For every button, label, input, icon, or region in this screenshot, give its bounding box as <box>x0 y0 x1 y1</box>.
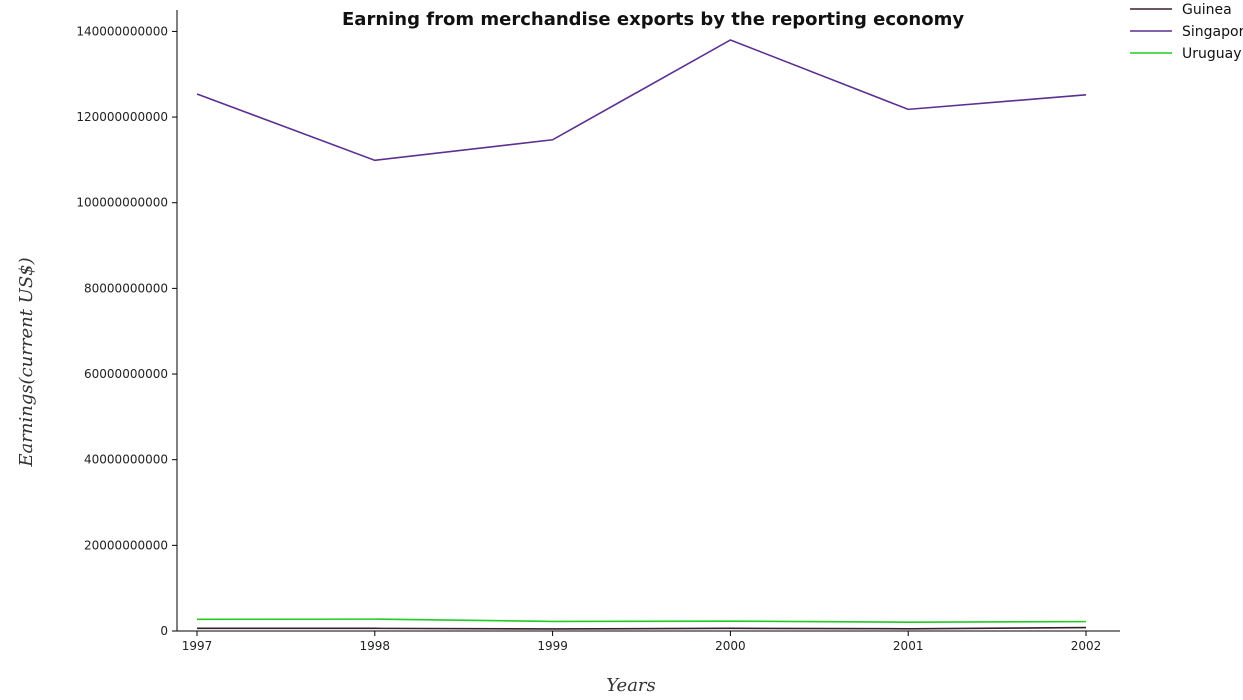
legend-label-singapore: Singapore <box>1182 24 1243 40</box>
y-tick-label: 60000000000 <box>84 367 168 381</box>
legend-label-uruguay: Uruguay <box>1182 46 1242 62</box>
series-line-singapore <box>196 39 1087 162</box>
series-layer <box>196 39 1087 630</box>
x-tick-label: 2001 <box>893 639 924 653</box>
series-line-guinea <box>196 626 1087 630</box>
x-tick-label: 2002 <box>1071 639 1102 653</box>
y-tick-label: 140000000000 <box>76 24 168 38</box>
x-tick-label: 1998 <box>360 639 391 653</box>
y-tick-label: 80000000000 <box>84 281 168 295</box>
y-axis-label: Earnings(current US$) <box>16 257 37 467</box>
y-tick-label: 100000000000 <box>76 196 168 210</box>
y-tick-label: 0 <box>160 624 168 638</box>
x-axis-label: Years <box>606 675 656 696</box>
legend: Guinea Singapore Uruguay <box>1130 2 1243 62</box>
y-tick-label: 40000000000 <box>84 453 168 467</box>
legend-label-guinea: Guinea <box>1182 2 1232 18</box>
y-tick-label: 120000000000 <box>76 110 168 124</box>
axes: 0 20000000000 40000000000 60000000000 800000… <box>76 10 1120 653</box>
x-tick-label: 1997 <box>182 639 213 653</box>
y-tick-label: 20000000000 <box>84 538 168 552</box>
x-tick-label: 2000 <box>715 639 746 653</box>
series-line-uruguay <box>196 618 1087 623</box>
chart-title: Earning from merchandise exports by the … <box>342 9 964 30</box>
x-tick-label: 1999 <box>537 639 568 653</box>
